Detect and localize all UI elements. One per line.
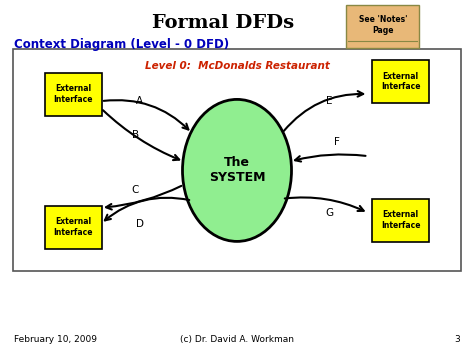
Text: G: G <box>325 208 334 218</box>
Text: See 'Notes'
Page: See 'Notes' Page <box>358 15 407 34</box>
Text: The
SYSTEM: The SYSTEM <box>209 157 265 184</box>
Text: D: D <box>136 219 144 229</box>
FancyBboxPatch shape <box>372 199 429 241</box>
Ellipse shape <box>182 99 292 241</box>
Text: External
Interface: External Interface <box>54 218 93 237</box>
Text: Formal DFDs: Formal DFDs <box>152 14 294 32</box>
FancyBboxPatch shape <box>45 206 102 248</box>
Text: E: E <box>326 96 333 106</box>
FancyBboxPatch shape <box>346 5 419 48</box>
Text: External
Interface: External Interface <box>381 72 420 91</box>
Text: Context Diagram (Level - 0 DFD): Context Diagram (Level - 0 DFD) <box>14 38 229 51</box>
Text: A: A <box>136 96 144 106</box>
Text: External
Interface: External Interface <box>54 84 93 104</box>
Text: B: B <box>131 130 139 140</box>
Text: (c) Dr. David A. Workman: (c) Dr. David A. Workman <box>180 334 294 344</box>
Text: 3: 3 <box>454 334 460 344</box>
Text: Level 0:  McDonalds Restaurant: Level 0: McDonalds Restaurant <box>145 61 329 71</box>
FancyBboxPatch shape <box>45 73 102 116</box>
Text: February 10, 2009: February 10, 2009 <box>14 334 97 344</box>
FancyBboxPatch shape <box>13 49 461 271</box>
FancyBboxPatch shape <box>372 60 429 103</box>
Text: F: F <box>334 137 339 147</box>
Text: C: C <box>131 185 139 195</box>
Text: External
Interface: External Interface <box>381 211 420 230</box>
